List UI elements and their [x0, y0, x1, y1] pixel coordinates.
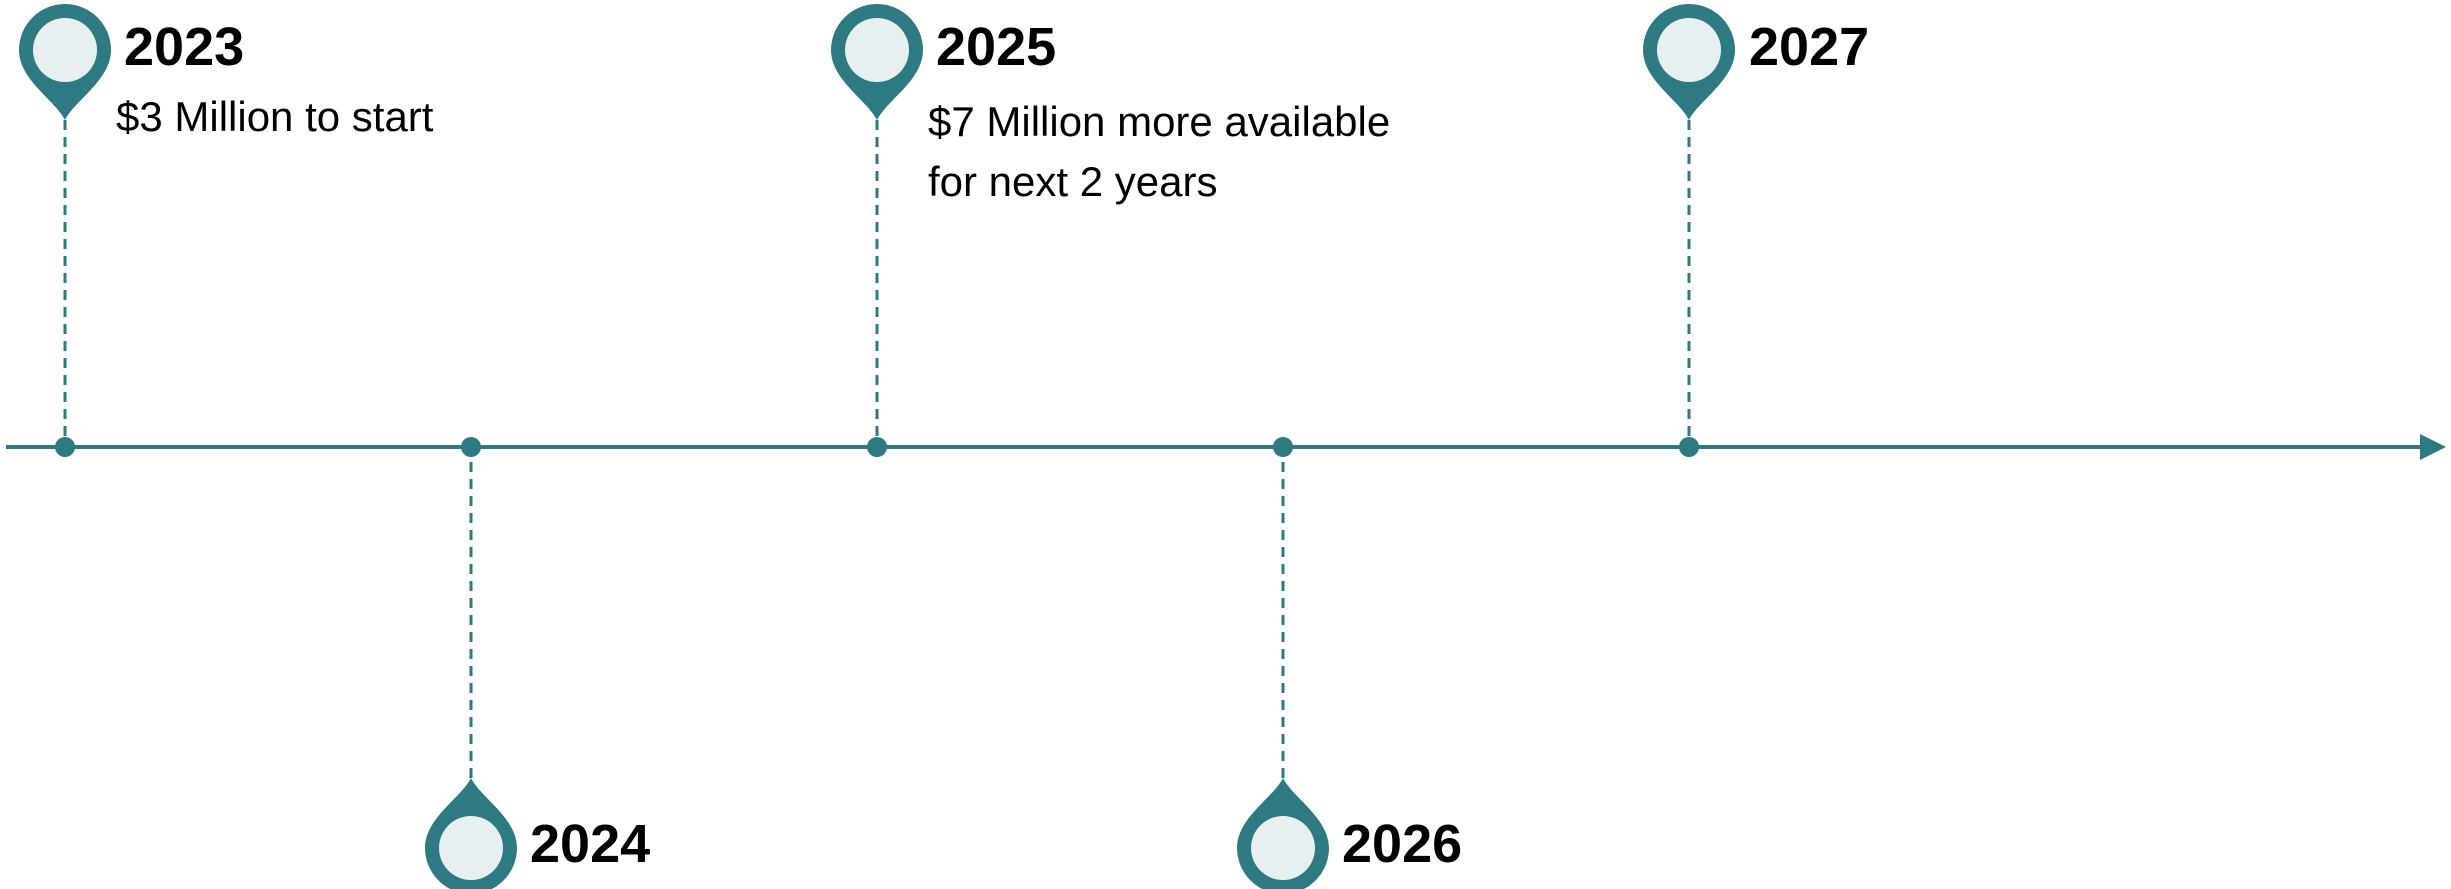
- pin-center-icon: [33, 18, 97, 82]
- milestone-note-2023: $3 Million to start: [116, 93, 434, 140]
- axis-dot-2026: [1273, 437, 1293, 457]
- pin-center-icon: [1251, 816, 1315, 880]
- milestone-year-2026: 2026: [1342, 814, 1463, 874]
- milestone-year-2025: 2025: [936, 17, 1057, 77]
- pin-center-icon: [439, 816, 503, 880]
- milestone-note-2025: $7 Million more available for next 2 yea…: [928, 98, 1391, 205]
- timeline-arrowhead: [2420, 434, 2446, 460]
- milestone-year-2027: 2027: [1749, 17, 1870, 77]
- milestone-year-2024: 2024: [530, 814, 651, 874]
- axis-dot-2027: [1679, 437, 1699, 457]
- axis-dot-2025: [867, 437, 887, 457]
- axis-dot-2023: [55, 437, 75, 457]
- pin-center-icon: [845, 18, 909, 82]
- pin-center-icon: [1657, 18, 1721, 82]
- milestone-year-2023: 2023: [124, 17, 245, 77]
- axis-dot-2024: [461, 437, 481, 457]
